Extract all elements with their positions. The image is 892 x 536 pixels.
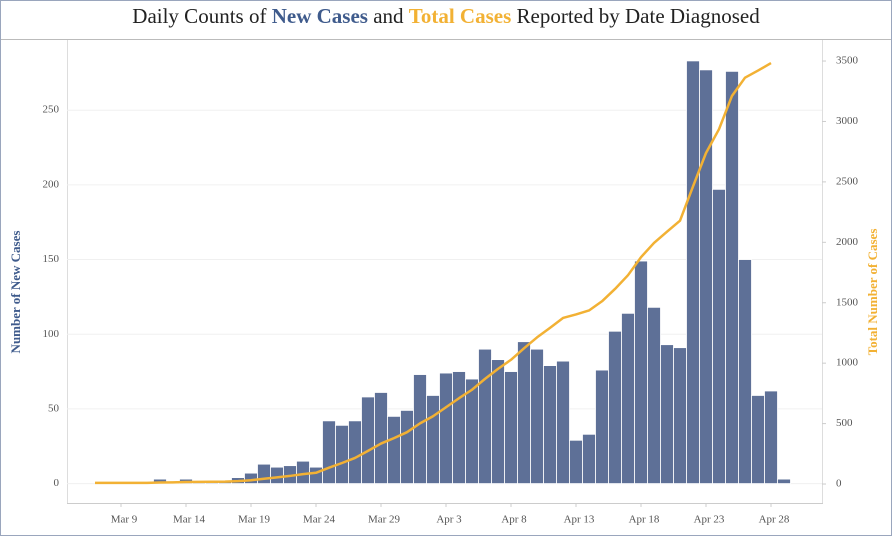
y2-tick-label: 2500 <box>836 175 859 187</box>
x-tick-label: Mar 29 <box>368 514 401 526</box>
title-part: Daily Counts of <box>132 4 271 28</box>
bar <box>387 415 401 484</box>
y2-tick-label: 500 <box>836 417 853 429</box>
y2-tick-label: 3000 <box>836 115 859 127</box>
bar <box>569 439 583 484</box>
y2-tick-label: 1000 <box>836 357 859 369</box>
bar <box>634 260 648 484</box>
x-tick-label: Apr 3 <box>436 514 462 526</box>
bar <box>673 347 687 484</box>
x-tick-label: Mar 24 <box>303 514 336 526</box>
x-tick-label: Apr 13 <box>564 514 595 526</box>
bar <box>738 259 752 484</box>
bar <box>439 372 453 484</box>
bar <box>361 396 375 484</box>
bar <box>296 460 310 484</box>
x-tick-label: Mar 19 <box>238 514 271 526</box>
bar <box>595 369 609 484</box>
bar <box>660 344 674 484</box>
bar <box>621 312 635 484</box>
x-tick-label: Mar 14 <box>173 514 206 526</box>
bar <box>751 395 765 484</box>
bar <box>478 348 492 484</box>
bar <box>712 188 726 484</box>
y2-tick-label: 0 <box>836 478 842 490</box>
y-tick-label: 250 <box>43 104 60 116</box>
y-tick-label: 150 <box>43 253 60 265</box>
bar <box>465 378 479 484</box>
y2-axis-label: Total Number of Cases <box>865 229 880 356</box>
bar <box>543 365 557 484</box>
y2-tick-label: 3500 <box>836 55 859 67</box>
title-part: Total Cases <box>409 4 512 28</box>
bar <box>257 463 271 484</box>
y-tick-label: 50 <box>48 402 60 414</box>
y-tick-label: 100 <box>43 328 60 340</box>
bar <box>400 409 414 484</box>
x-tick-label: Apr 23 <box>694 514 725 526</box>
title-part: and <box>368 4 409 28</box>
bar <box>491 359 505 484</box>
x-tick-label: Apr 28 <box>759 514 790 526</box>
bar <box>582 433 596 484</box>
x-tick-label: Apr 8 <box>501 514 527 526</box>
bar <box>270 466 284 484</box>
bar <box>647 306 661 484</box>
chart-title: Daily Counts of New Cases and Total Case… <box>132 4 760 28</box>
title-part: Reported by Date Diagnosed <box>511 4 760 28</box>
bar <box>413 374 427 484</box>
y2-tick-label: 1500 <box>836 296 859 308</box>
bar <box>608 330 622 484</box>
bar <box>335 424 349 484</box>
bar <box>777 478 791 484</box>
bar <box>764 390 778 484</box>
bar <box>686 60 700 484</box>
bar <box>348 420 362 484</box>
y-axis-label: Number of New Cases <box>8 231 23 354</box>
title-part: New Cases <box>272 4 368 28</box>
bar <box>699 69 713 484</box>
bar <box>556 360 570 484</box>
bar <box>244 472 258 484</box>
bar <box>725 70 739 484</box>
bar <box>504 371 518 484</box>
bar <box>530 348 544 484</box>
x-tick-label: Apr 18 <box>629 514 660 526</box>
bar <box>426 395 440 484</box>
total-line <box>95 62 772 485</box>
bar <box>322 420 336 484</box>
y-tick-label: 0 <box>54 477 60 489</box>
y2-tick-label: 2000 <box>836 236 859 248</box>
y-tick-label: 200 <box>43 178 60 190</box>
x-tick-label: Mar 9 <box>111 514 138 526</box>
bar <box>452 371 466 484</box>
bar <box>309 466 323 484</box>
bar <box>374 392 388 484</box>
bar <box>517 341 531 484</box>
